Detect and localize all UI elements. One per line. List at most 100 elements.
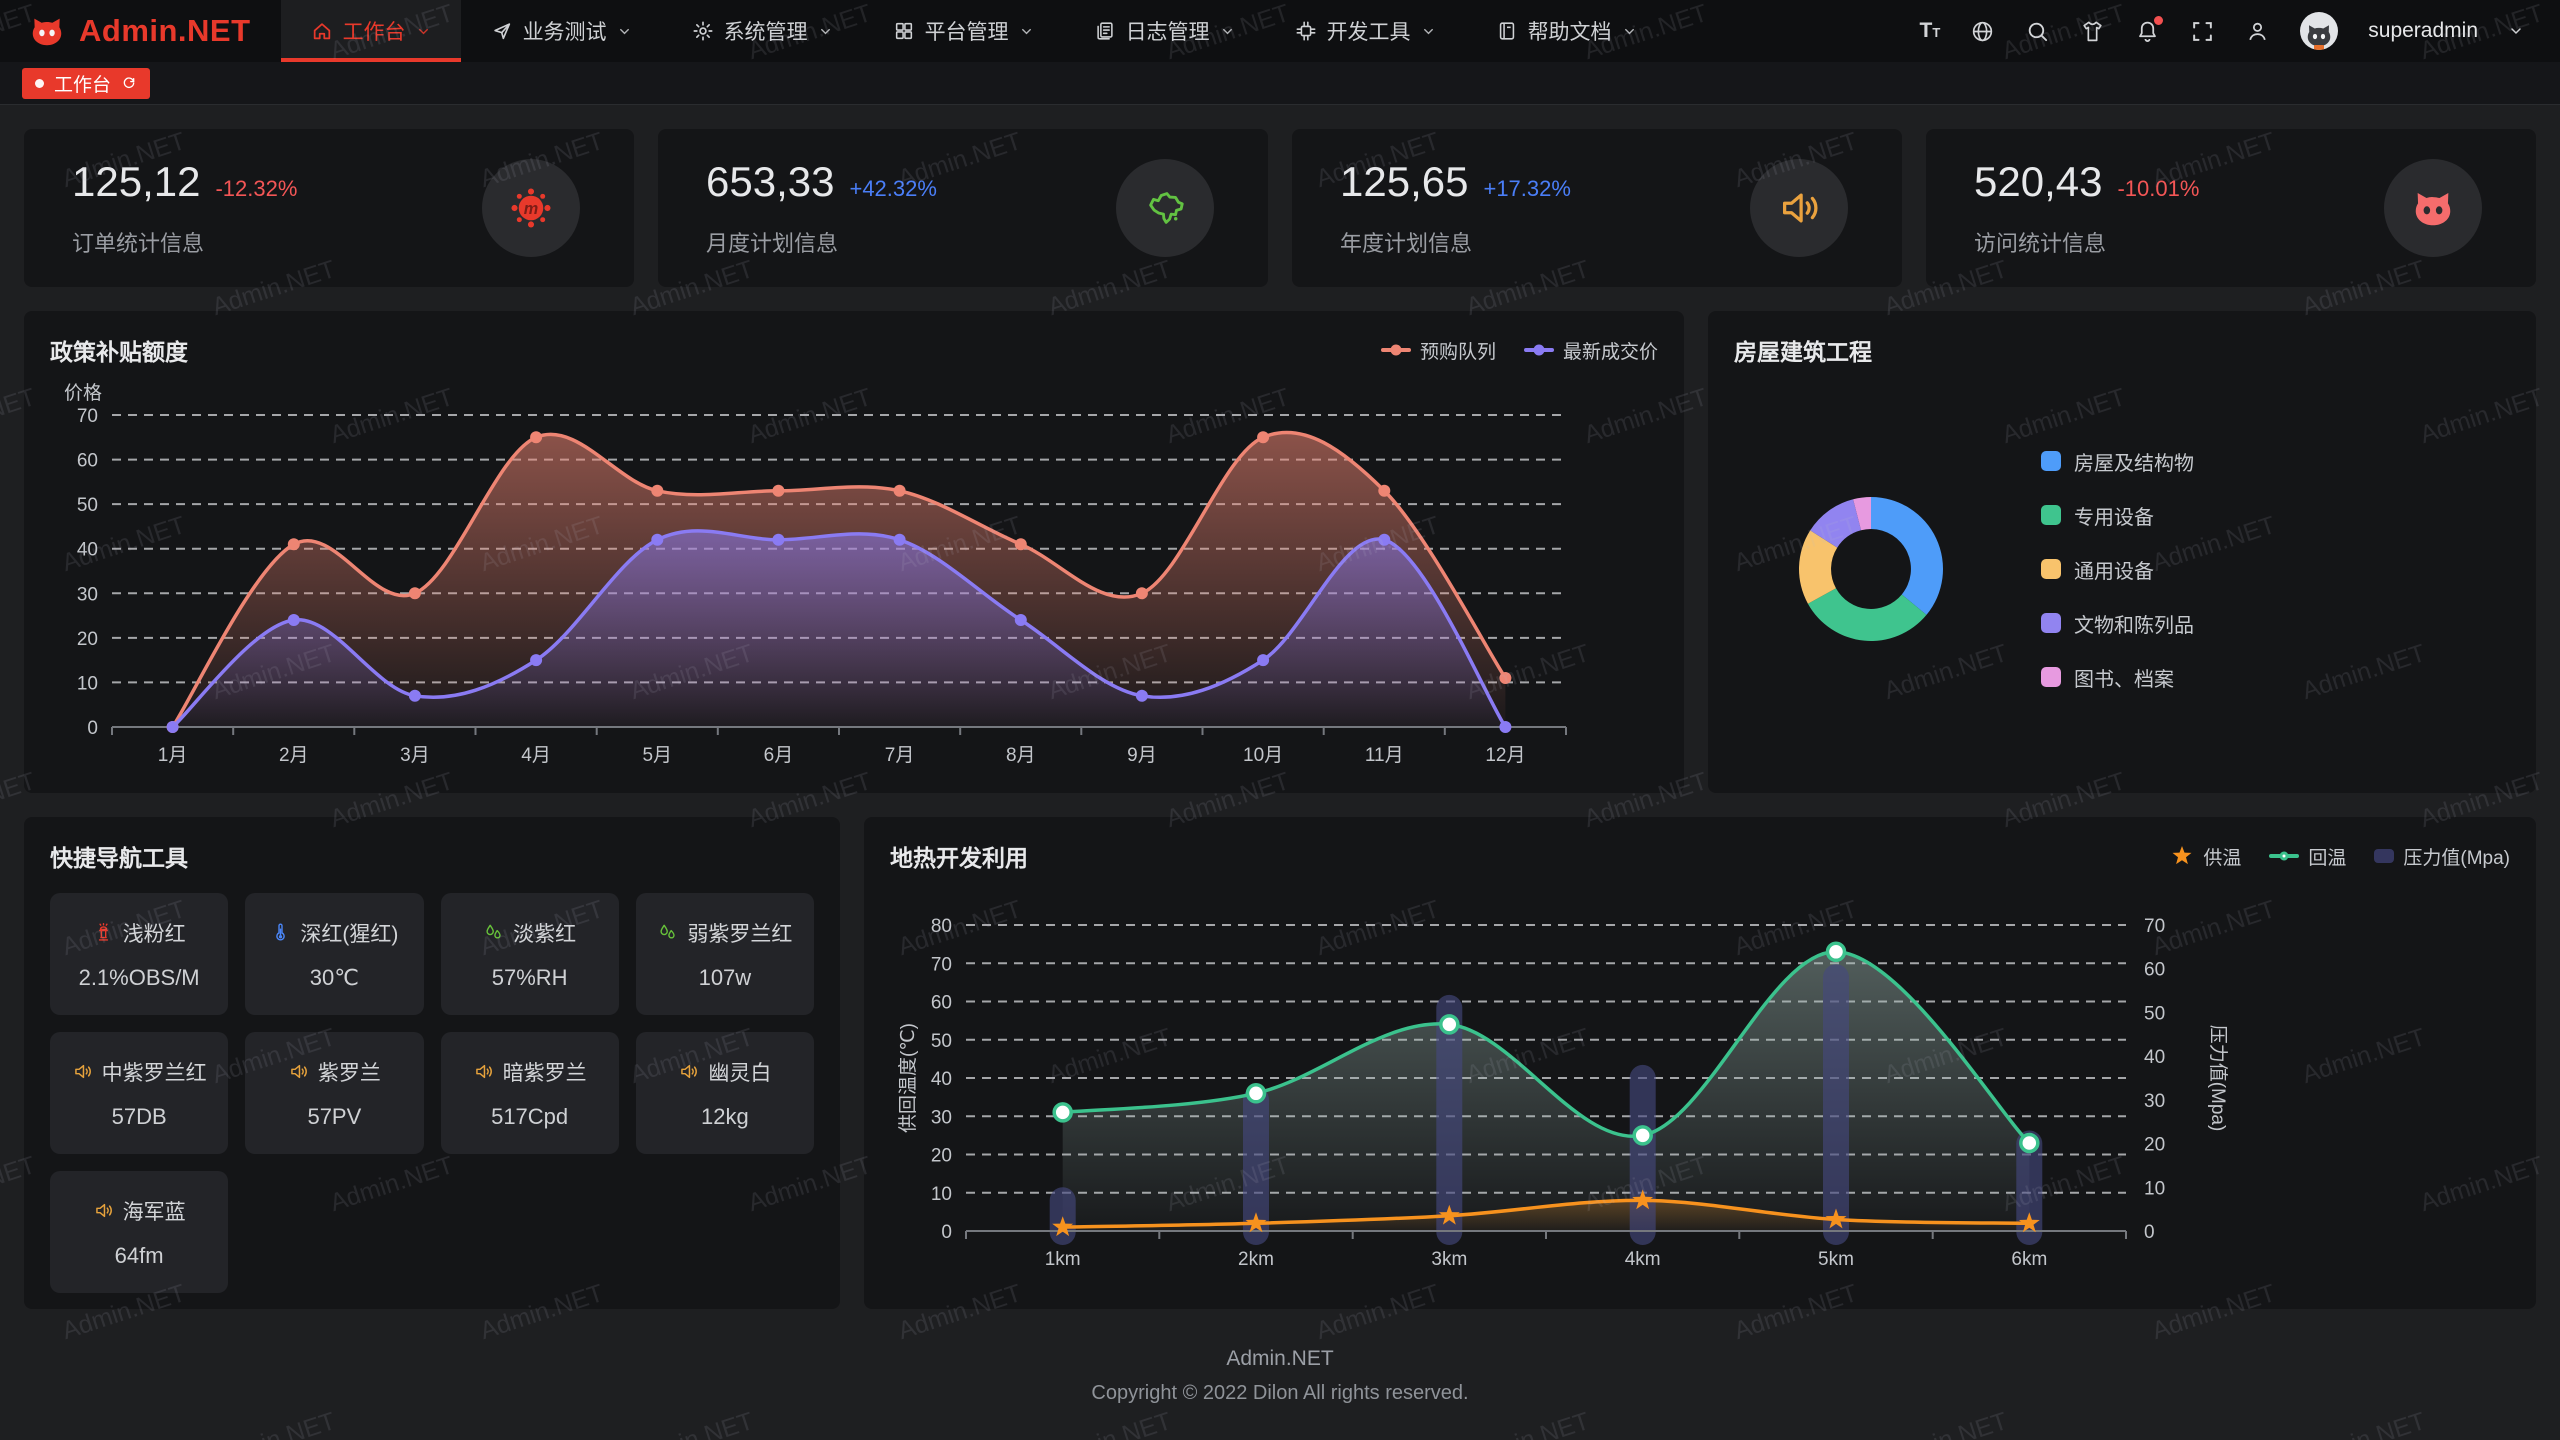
menu-item-label: 开发工具 [1326, 21, 1411, 44]
menu-item-platform-manage[interactable]: 平台管理 [863, 0, 1064, 62]
menu-item-dev-tools[interactable]: 开发工具 [1265, 0, 1466, 62]
humidity-icon [483, 922, 504, 943]
avatar[interactable] [2300, 12, 2339, 50]
legend-swatch [2041, 505, 2061, 525]
stat-text-block: 125,65 +17.32% 年度计划信息 [1340, 158, 1571, 258]
menu-item-label: 平台管理 [924, 21, 1009, 44]
menu-item-business-test[interactable]: 业务测试 [461, 0, 662, 62]
legend-item-0[interactable]: 房屋及结构物 [2041, 447, 2194, 476]
language-icon[interactable] [1970, 19, 1995, 44]
svg-text:2月: 2月 [279, 745, 309, 765]
legend-item-3[interactable]: 文物和陈列品 [2041, 609, 2194, 638]
cat-icon [2410, 185, 2456, 231]
speaker-icon [93, 1200, 114, 1221]
tile-head: 中紫罗兰红 [72, 1057, 207, 1087]
stat-number-row: 653,33 +42.32% [706, 158, 937, 206]
legend-item-1[interactable]: 专用设备 [2041, 501, 2194, 530]
legend-item-2[interactable]: 压力值(Mpa) [2374, 843, 2510, 870]
svg-text:价格: 价格 [64, 382, 102, 404]
svg-text:6km: 6km [2011, 1249, 2047, 1270]
tile-name: 紫罗兰 [317, 1061, 381, 1085]
quick-nav-tile-4[interactable]: 中紫罗兰红 57DB [50, 1032, 229, 1154]
chevron-down-icon [818, 24, 833, 39]
subsidy-chart-card: 政策补贴额度 预购队列 最新成交价 0 10 20 30 40 50 60 70 价格 1月 2月 3月… [24, 311, 1684, 793]
fullscreen-icon[interactable] [2190, 19, 2215, 44]
quick-nav-tile-0[interactable]: 浅粉红 2.1%OBS/M [50, 893, 229, 1015]
building-donut-chart[interactable] [1796, 494, 1946, 644]
send-icon [491, 20, 513, 42]
legend-item-1[interactable]: 最新成交价 [1523, 337, 1658, 364]
tile-value: 107w [698, 964, 752, 990]
svg-text:m: m [524, 200, 538, 218]
app-logo[interactable]: Admin.NET [0, 0, 281, 62]
svg-text:70: 70 [931, 954, 952, 975]
username[interactable]: superadmin [2368, 19, 2478, 42]
tile-head: 弱紫罗兰红 [657, 918, 792, 948]
active-tab-dot [35, 78, 44, 88]
legend-item-2[interactable]: 通用设备 [2041, 555, 2194, 584]
quick-nav-tile-5[interactable]: 紫罗兰 57PV [245, 1032, 424, 1154]
tile-head: 紫罗兰 [288, 1057, 381, 1087]
stat-card-0[interactable]: 125,12 -12.32% 订单统计信息 m [24, 129, 634, 287]
svg-text:30: 30 [931, 1107, 952, 1128]
user-icon[interactable] [2245, 19, 2270, 44]
watermark-text: Admin.NET [209, 1407, 340, 1440]
search-icon[interactable] [2025, 19, 2050, 44]
octocat-logo-icon [28, 12, 66, 50]
legend-item-4[interactable]: 图书、档案 [2041, 663, 2194, 692]
speaker-icon [72, 1061, 93, 1082]
tile-head: 深红(猩红) [270, 918, 398, 948]
legend-label: 专用设备 [2074, 506, 2154, 529]
legend-item-0[interactable]: 供温 [2170, 843, 2241, 870]
svg-text:10: 10 [931, 1184, 952, 1205]
tile-head: 幽灵白 [678, 1057, 771, 1087]
menu-item-label: 业务测试 [522, 21, 607, 44]
speaker-icon [678, 1061, 699, 1082]
svg-text:3月: 3月 [400, 745, 430, 765]
stat-card-3[interactable]: 520,43 -10.01% 访问统计信息 [1926, 129, 2536, 287]
geothermal-chart[interactable]: 0 10 20 30 40 50 60 70 80 供回温度(℃) 70 60 50 40 30 20 10 0 压… [890, 879, 2510, 1281]
quick-nav-tile-1[interactable]: 深红(猩红) 30℃ [245, 893, 424, 1015]
svg-text:50: 50 [77, 495, 98, 516]
svg-text:1km: 1km [1045, 1249, 1081, 1270]
quick-nav-tile-7[interactable]: 幽灵白 12kg [635, 1032, 814, 1154]
stat-text-block: 653,33 +42.32% 月度计划信息 [706, 158, 937, 258]
theme-icon[interactable] [2080, 19, 2105, 44]
chevron-down-icon [1019, 24, 1034, 39]
menu-item-system-manage[interactable]: 系统管理 [662, 0, 863, 62]
stat-label: 访问统计信息 [1974, 231, 2107, 256]
home-icon [311, 20, 333, 42]
font-size-icon[interactable]: TT [1919, 18, 1941, 42]
svg-text:40: 40 [931, 1069, 952, 1090]
bell-icon[interactable] [2135, 13, 2166, 44]
chevron-down-icon[interactable] [2508, 23, 2524, 39]
quick-nav-tile-2[interactable]: 淡紫红 57%RH [440, 893, 619, 1015]
geothermal-chart-card: 地热开发利用 供温 回温 压力值(Mpa) 0 10 20 30 40 50 60 70 80 供回温… [864, 817, 2536, 1309]
tile-value: 517Cpd [491, 1103, 569, 1129]
svg-text:20: 20 [77, 629, 98, 650]
refresh-icon[interactable] [121, 75, 137, 91]
svg-text:50: 50 [2144, 1003, 2165, 1024]
stat-icon-circle: m [482, 159, 580, 257]
tile-head: 浅粉红 [93, 918, 186, 948]
quick-nav-tile-6[interactable]: 暗紫罗兰 517Cpd [440, 1032, 619, 1154]
menu-item-workbench[interactable]: 工作台 [280, 0, 461, 62]
stat-card-2[interactable]: 125,65 +17.32% 年度计划信息 [1292, 129, 1902, 287]
svg-text:60: 60 [77, 451, 98, 472]
quick-nav-tile-3[interactable]: 弱紫罗兰红 107w [635, 893, 814, 1015]
stat-card-1[interactable]: 653,33 +42.32% 月度计划信息 [658, 129, 1268, 287]
quick-nav-tile-8[interactable]: 海军蓝 64fm [50, 1171, 229, 1293]
tab-workbench[interactable]: 工作台 [22, 67, 151, 99]
legend-item-0[interactable]: 预购队列 [1380, 337, 1496, 364]
china-map-icon [1142, 185, 1188, 231]
svg-text:40: 40 [77, 540, 98, 561]
stat-delta: +17.32% [1483, 176, 1571, 201]
svg-text:80: 80 [931, 916, 952, 937]
menu-item-log-manage[interactable]: 日志管理 [1064, 0, 1265, 62]
menu-item-help-docs[interactable]: 帮助文档 [1466, 0, 1667, 62]
legend-item-1[interactable]: 回温 [2269, 843, 2346, 870]
legend-line-marker [1380, 344, 1411, 356]
stat-number-row: 125,12 -12.32% [72, 158, 297, 206]
chevron-down-icon [416, 24, 431, 39]
